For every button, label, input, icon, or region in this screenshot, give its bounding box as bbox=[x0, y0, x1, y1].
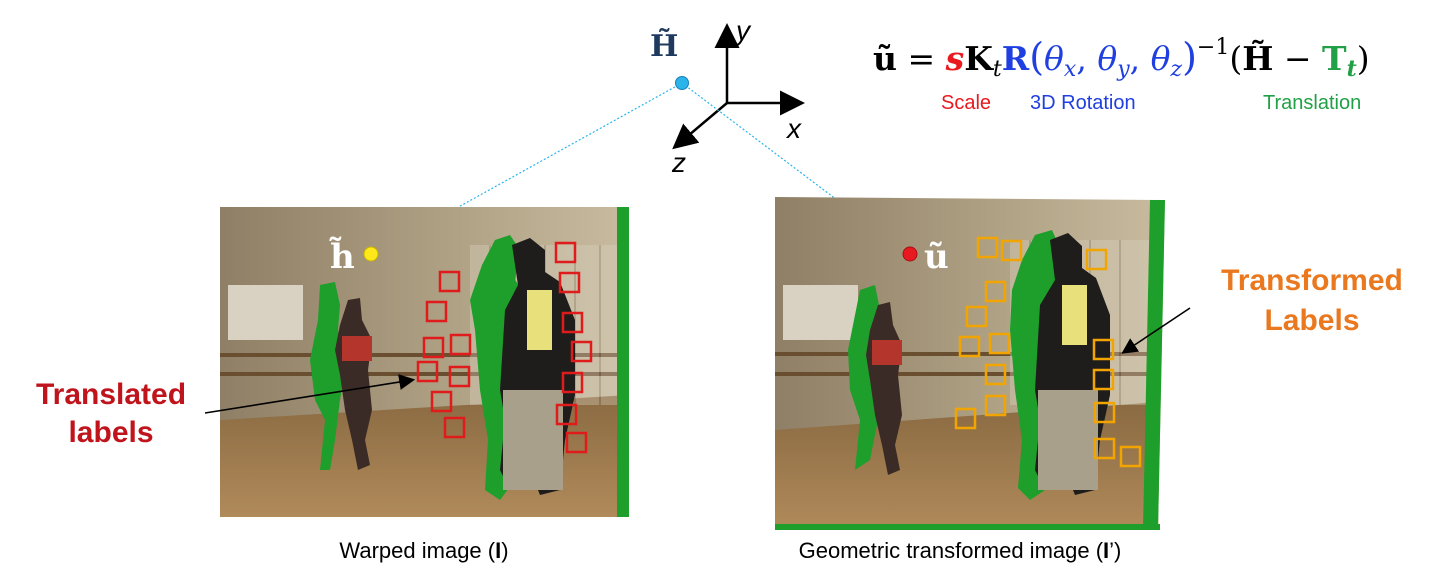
label-box bbox=[425, 300, 448, 323]
point-u-label: ũ bbox=[924, 237, 949, 277]
eq-K-sub: t bbox=[993, 57, 1002, 82]
coordinate-axes: y x z H̃ bbox=[650, 15, 805, 178]
left-caption-bold: I bbox=[495, 538, 501, 563]
label-box bbox=[443, 416, 466, 439]
right-caption-bold: I bbox=[1103, 538, 1109, 563]
label-box bbox=[954, 407, 977, 430]
right-caption-suffix: ’) bbox=[1109, 538, 1121, 563]
label-box bbox=[422, 336, 445, 359]
point-h-label: h̃ bbox=[329, 237, 355, 277]
eq-sub-z: z bbox=[1169, 57, 1182, 82]
eq-lhs: ũ bbox=[873, 39, 897, 78]
label-box bbox=[438, 270, 461, 293]
transformed-labels-line1: Transformed bbox=[1221, 264, 1403, 297]
label-box bbox=[988, 332, 1011, 355]
eq-H: H̃ bbox=[1242, 39, 1273, 78]
transformed-labels-annotation: Transformed Labels bbox=[1121, 264, 1403, 354]
label-box bbox=[984, 280, 1007, 303]
right-image-caption: Geometric transformed image (I’) bbox=[799, 538, 1122, 563]
point-u-marker bbox=[902, 246, 918, 262]
eq-scale-s: s bbox=[945, 39, 965, 78]
translated-label-boxes bbox=[416, 241, 593, 454]
left-caption-suffix: ) bbox=[501, 538, 508, 563]
eq-T: T bbox=[1322, 39, 1347, 78]
label-box bbox=[430, 390, 453, 413]
eq-equals: = bbox=[897, 39, 946, 78]
label-box bbox=[1085, 248, 1108, 271]
axis-z-label: z bbox=[671, 147, 686, 178]
eq-sub-x: x bbox=[1064, 57, 1077, 82]
geometric-transformed-image bbox=[775, 197, 1165, 530]
label-box bbox=[1093, 401, 1116, 424]
label-box bbox=[554, 241, 577, 264]
eq-K: K bbox=[964, 39, 994, 78]
label-box bbox=[984, 363, 1007, 386]
point-h-marker bbox=[363, 246, 379, 262]
point-H-marker bbox=[675, 76, 689, 90]
label-box bbox=[1092, 368, 1115, 391]
axis-y-label: y bbox=[734, 15, 752, 46]
label-box bbox=[565, 431, 588, 454]
eq-theta-z: θ bbox=[1151, 39, 1171, 78]
label-box bbox=[1093, 437, 1116, 460]
translated-labels-annotation: Translated labels bbox=[36, 374, 416, 449]
translated-labels-line2: labels bbox=[68, 416, 153, 449]
caption-rotation: 3D Rotation bbox=[1030, 92, 1136, 114]
label-box bbox=[570, 340, 593, 363]
label-box bbox=[416, 360, 439, 383]
axis-x-label: x bbox=[785, 113, 802, 144]
eq-T-sub: t bbox=[1347, 56, 1357, 82]
caption-translation: Translation bbox=[1263, 92, 1361, 114]
transformed-label-boxes bbox=[954, 236, 1142, 468]
transformed-labels-line2: Labels bbox=[1264, 304, 1359, 337]
left-caption-prefix: Warped image ( bbox=[339, 538, 495, 563]
point-H-label: H̃ bbox=[650, 29, 678, 64]
eq-minus: − bbox=[1273, 39, 1322, 78]
label-box bbox=[965, 305, 988, 328]
label-box bbox=[1092, 338, 1115, 361]
transform-equation: ũ = sKtR(θx, θy, θz)−1(H̃ − Tt) Scale 3D… bbox=[873, 35, 1370, 114]
eq-theta-x: θ bbox=[1044, 39, 1064, 78]
right-caption-prefix: Geometric transformed image ( bbox=[799, 538, 1104, 563]
warped-image bbox=[220, 207, 629, 517]
label-box bbox=[984, 394, 1007, 417]
label-box bbox=[449, 333, 472, 356]
label-box bbox=[561, 311, 584, 334]
left-image-caption: Warped image (I) bbox=[339, 538, 508, 563]
eq-sub-y: y bbox=[1116, 57, 1130, 82]
label-box bbox=[558, 271, 581, 294]
label-box bbox=[1119, 445, 1142, 468]
label-box bbox=[448, 365, 471, 388]
eq-R: R bbox=[1002, 39, 1030, 78]
label-box bbox=[555, 403, 578, 426]
eq-theta-y: θ bbox=[1097, 39, 1117, 78]
projection-lines bbox=[371, 82, 911, 256]
label-box bbox=[1000, 239, 1023, 262]
eq-comma-2: , bbox=[1130, 39, 1151, 78]
caption-scale: Scale bbox=[941, 92, 991, 114]
translated-labels-line1: Translated bbox=[36, 378, 186, 411]
eq-comma-1: , bbox=[1076, 39, 1097, 78]
label-box bbox=[958, 335, 981, 358]
label-box bbox=[561, 371, 584, 394]
eq-exponent: −1 bbox=[1197, 35, 1229, 60]
svg-text:ũ = sKtR(θx, θy, θz)−1(H̃ − Tt: ũ = sKtR(θx, θy, θz)−1(H̃ − Tt) bbox=[873, 35, 1370, 82]
label-box bbox=[976, 236, 999, 259]
